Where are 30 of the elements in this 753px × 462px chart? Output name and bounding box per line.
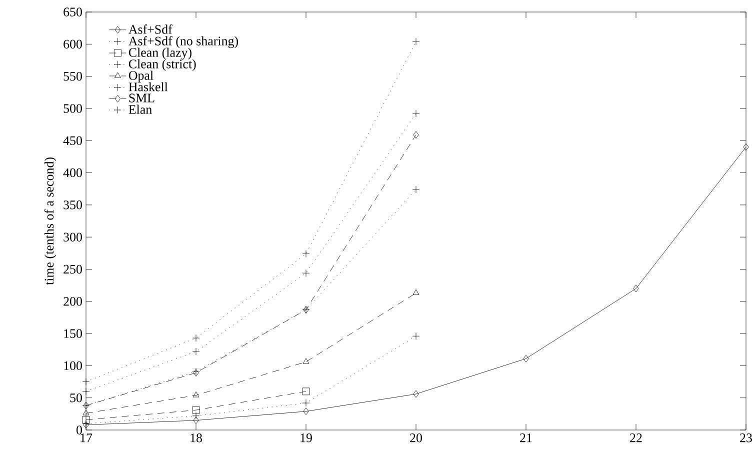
y-tick-label: 500 [64,104,82,113]
y-tick-label: 450 [63,136,82,145]
y-tick-label: 100 [64,361,82,370]
legend-label: Clean (strict) [128,59,196,71]
legend-label: Clean (lazy) [128,48,192,60]
x-tick-label: 22 [630,434,642,442]
y-tick-label: 650 [64,8,82,16]
legend-label: Haskell [128,82,168,92]
legend-label: Elan [128,104,152,114]
y-tick-label: 200 [64,297,82,306]
y-tick-label: 50 [70,393,82,402]
x-tick-label: 19 [300,434,312,442]
y-tick-label: 250 [64,264,82,274]
y-axis-title: time (tenths of a second) [44,158,56,285]
x-tick-label: 18 [190,434,202,442]
x-tick-label: 17 [80,434,92,442]
x-tick-label: 20 [410,434,422,442]
legend-label: Asf+Sdf (no sharing) [128,36,238,48]
y-tick-label: 600 [64,40,82,49]
y-tick-label: 300 [64,232,82,242]
x-tick-label: 21 [520,434,532,442]
legend-label: SML [129,94,154,102]
x-tick-label: 23 [740,434,752,442]
y-tick-label: 0 [76,426,82,434]
legend-label: Opal [128,70,154,82]
y-tick-label: 350 [64,200,82,210]
y-tick-label: 150 [64,329,82,338]
legend-label: Asf+Sdf [128,24,172,34]
y-tick-label: 400 [63,168,82,178]
y-tick-label: 550 [64,72,82,81]
